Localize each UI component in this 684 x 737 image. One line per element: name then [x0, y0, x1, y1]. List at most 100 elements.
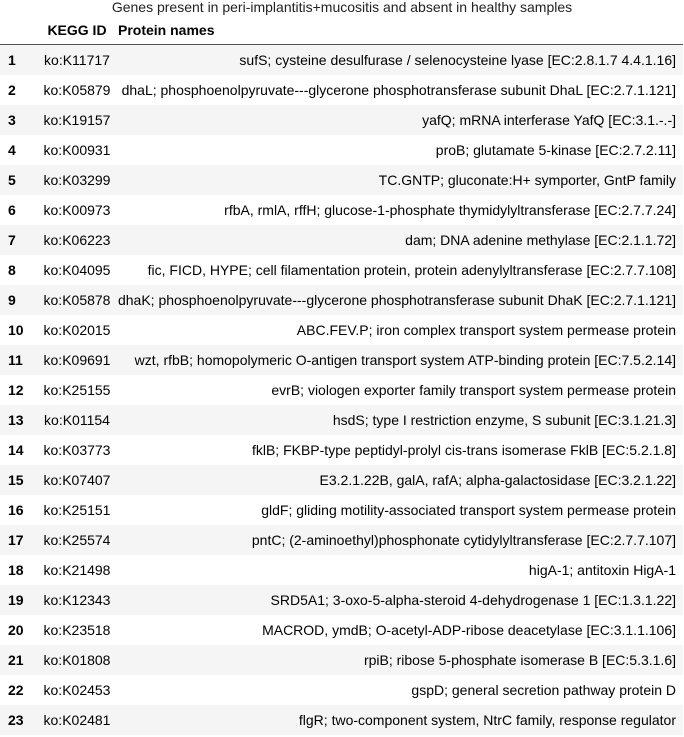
row-kegg-id: ko:K06223 — [38, 225, 116, 255]
row-protein-name: rpiB; ribose 5-phosphate isomerase B [EC… — [116, 645, 683, 675]
header-kegg-id: KEGG ID — [38, 15, 116, 45]
row-protein-name: E3.2.1.22B, galA, rafA; alpha-galactosid… — [116, 465, 683, 495]
row-kegg-id: ko:K19157 — [38, 105, 116, 135]
row-protein-name: dam; DNA adenine methylase [EC:2.1.1.72] — [116, 225, 683, 255]
table-header: KEGG ID Protein names — [0, 15, 683, 45]
row-protein-name: higA-1; antitoxin HigA-1 — [116, 555, 683, 585]
row-kegg-id: ko:K07407 — [38, 465, 116, 495]
table-row: 4 ko:K00931 proB; glutamate 5-kinase [EC:2… — [0, 135, 683, 165]
row-kegg-id: ko:K03299 — [38, 165, 116, 195]
row-index: 12 — [0, 375, 38, 405]
row-kegg-id: ko:K09691 — [38, 345, 116, 375]
table-row: 10 ko:K02015 ABC.FEV.P; iron complex trans… — [0, 315, 683, 345]
table-row: 8 ko:K04095 fic, FICD, HYPE; cell filament… — [0, 255, 683, 285]
table-row: 19 ko:K12343 SRD5A1; 3-oxo-5-alpha-steroid… — [0, 585, 683, 615]
row-protein-name: wzt, rfbB; homopolymeric O-antigen trans… — [116, 345, 683, 375]
row-index: 21 — [0, 645, 38, 675]
row-index: 18 — [0, 555, 38, 585]
table-row: 12 ko:K25155 evrB; viologen exporter famil… — [0, 375, 683, 405]
row-index: 8 — [0, 255, 38, 285]
table-row: 2 ko:K05879 dhaL; phosphoenolpyruvate---gl… — [0, 75, 683, 105]
row-kegg-id: ko:K25151 — [38, 495, 116, 525]
table-row: 17 ko:K25574 pntC; (2-aminoethyl)phosphona… — [0, 525, 683, 555]
row-kegg-id: ko:K05879 — [38, 75, 116, 105]
row-protein-name: MACROD, ymdB; O-acetyl-ADP-ribose deacet… — [116, 615, 683, 645]
header-row: KEGG ID Protein names — [0, 15, 683, 45]
row-kegg-id: ko:K03773 — [38, 435, 116, 465]
row-kegg-id: ko:K04095 — [38, 255, 116, 285]
row-index: 14 — [0, 435, 38, 465]
row-kegg-id: ko:K05878 — [38, 285, 116, 315]
row-index: 10 — [0, 315, 38, 345]
row-index: 4 — [0, 135, 38, 165]
row-protein-name: evrB; viologen exporter family transport… — [116, 375, 683, 405]
row-kegg-id: ko:K02481 — [38, 705, 116, 735]
row-index: 1 — [0, 44, 38, 75]
row-protein-name: proB; glutamate 5-kinase [EC:2.7.2.11] — [116, 135, 683, 165]
row-protein-name: gldF; gliding motility-associated transp… — [116, 495, 683, 525]
row-protein-name: pntC; (2-aminoethyl)phosphonate cytidyly… — [116, 525, 683, 555]
row-index: 6 — [0, 195, 38, 225]
row-protein-name: ABC.FEV.P; iron complex transport system… — [116, 315, 683, 345]
table-row: 15 ko:K07407 E3.2.1.22B, galA, rafA; alpha… — [0, 465, 683, 495]
row-kegg-id: ko:K00931 — [38, 135, 116, 165]
row-kegg-id: ko:K00973 — [38, 195, 116, 225]
row-index: 13 — [0, 405, 38, 435]
row-protein-name: SRD5A1; 3-oxo-5-alpha-steroid 4-dehydrog… — [116, 585, 683, 615]
row-index: 3 — [0, 105, 38, 135]
table-row: 7 ko:K06223 dam; DNA adenine methylase [EC… — [0, 225, 683, 255]
row-protein-name: hsdS; type I restriction enzyme, S subun… — [116, 405, 683, 435]
table-body: 1 ko:K11717 sufS; cysteine desulfurase / s… — [0, 44, 683, 735]
table-row: 23 ko:K02481 flgR; two-component system, N… — [0, 705, 683, 735]
row-index: 2 — [0, 75, 38, 105]
table-row: 9 ko:K05878 dhaK; phosphoenolpyruvate---gl… — [0, 285, 683, 315]
row-index: 11 — [0, 345, 38, 375]
header-index — [0, 15, 38, 45]
row-index: 19 — [0, 585, 38, 615]
row-protein-name: dhaL; phosphoenolpyruvate---glycerone ph… — [116, 75, 683, 105]
row-kegg-id: ko:K25155 — [38, 375, 116, 405]
table-row: 11 ko:K09691 wzt, rfbB; homopolymeric O-an… — [0, 345, 683, 375]
row-index: 15 — [0, 465, 38, 495]
table-row: 3 ko:K19157 yafQ; mRNA interferase YafQ [E… — [0, 105, 683, 135]
row-protein-name: fklB; FKBP-type peptidyl-prolyl cis-tran… — [116, 435, 683, 465]
table-row: 14 ko:K03773 fklB; FKBP-type peptidyl-prol… — [0, 435, 683, 465]
row-index: 23 — [0, 705, 38, 735]
row-protein-name: TC.GNTP; gluconate:H+ symporter, GntP fa… — [116, 165, 683, 195]
table-row: 13 ko:K01154 hsdS; type I restriction enzy… — [0, 405, 683, 435]
row-index: 22 — [0, 675, 38, 705]
row-kegg-id: ko:K02015 — [38, 315, 116, 345]
table-row: 6 ko:K00973 rfbA, rmlA, rffH; glucose-1-ph… — [0, 195, 683, 225]
row-kegg-id: ko:K21498 — [38, 555, 116, 585]
row-kegg-id: ko:K02453 — [38, 675, 116, 705]
table-row: 20 ko:K23518 MACROD, ymdB; O-acetyl-ADP-ri… — [0, 615, 683, 645]
row-index: 16 — [0, 495, 38, 525]
row-index: 5 — [0, 165, 38, 195]
row-index: 20 — [0, 615, 38, 645]
genes-table: KEGG ID Protein names 1 ko:K11717 sufS; cy… — [0, 15, 683, 735]
row-index: 7 — [0, 225, 38, 255]
header-protein-names: Protein names — [116, 15, 683, 45]
row-index: 17 — [0, 525, 38, 555]
table-row: 16 ko:K25151 gldF; gliding motility-associ… — [0, 495, 683, 525]
row-protein-name: dhaK; phosphoenolpyruvate---glycerone ph… — [116, 285, 683, 315]
row-protein-name: gspD; general secretion pathway protein … — [116, 675, 683, 705]
row-protein-name: yafQ; mRNA interferase YafQ [EC:3.1.-.-] — [116, 105, 683, 135]
table-caption: Genes present in peri-implantitis+mucosi… — [111, 0, 573, 15]
table-row: 22 ko:K02453 gspD; general secretion pathw… — [0, 675, 683, 705]
table-row: 5 ko:K03299 TC.GNTP; gluconate:H+ symporte… — [0, 165, 683, 195]
table-row: 21 ko:K01808 rpiB; ribose 5-phosphate isom… — [0, 645, 683, 675]
row-protein-name: fic, FICD, HYPE; cell filamentation prot… — [116, 255, 683, 285]
row-protein-name: rfbA, rmlA, rffH; glucose-1-phosphate th… — [116, 195, 683, 225]
row-kegg-id: ko:K12343 — [38, 585, 116, 615]
row-protein-name: flgR; two-component system, NtrC family,… — [116, 705, 683, 735]
row-kegg-id: ko:K11717 — [38, 44, 116, 75]
row-kegg-id: ko:K25574 — [38, 525, 116, 555]
table-row: 1 ko:K11717 sufS; cysteine desulfurase / s… — [0, 44, 683, 75]
row-kegg-id: ko:K01154 — [38, 405, 116, 435]
row-kegg-id: ko:K23518 — [38, 615, 116, 645]
row-index: 9 — [0, 285, 38, 315]
row-protein-name: sufS; cysteine desulfurase / selenocyste… — [116, 44, 683, 75]
table-row: 18 ko:K21498 higA-1; antitoxin HigA-1 — [0, 555, 683, 585]
row-kegg-id: ko:K01808 — [38, 645, 116, 675]
